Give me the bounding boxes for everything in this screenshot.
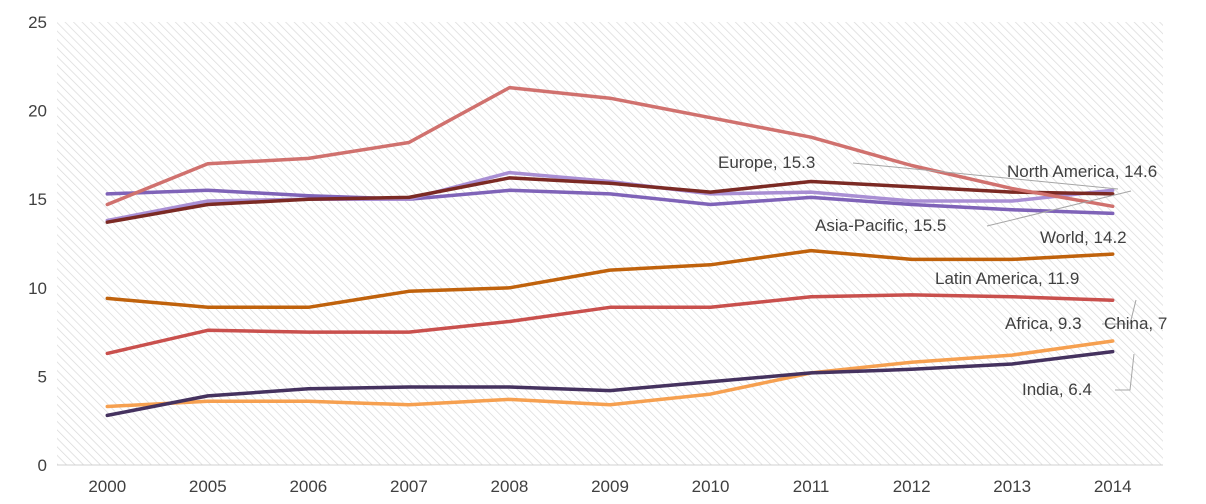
x-tick-label: 2007 — [390, 477, 428, 496]
leader-line-asia-pacific — [986, 190, 1132, 227]
x-tick-label: 2006 — [289, 477, 327, 496]
data-label-india: India, 6.4 — [1022, 380, 1092, 399]
x-tick-label: 2012 — [893, 477, 931, 496]
series-line-world — [105, 188, 1115, 216]
data-label-world: World, 14.2 — [1040, 228, 1127, 247]
series-line-india — [105, 349, 1115, 418]
x-axis: 2000 2005 2006 2007 2008 2009 2010 2011 2012 2013… — [88, 477, 1131, 496]
x-tick-label: 2011 — [793, 477, 830, 496]
data-label-latin-america: Latin America, 11.9 — [935, 269, 1079, 288]
series-line-africa — [105, 293, 1115, 356]
series-layer — [105, 85, 1115, 418]
y-tick-label: 5 — [38, 367, 47, 386]
data-label-europe: Europe, 15.3 — [718, 153, 815, 172]
x-tick-label: 2005 — [189, 477, 227, 496]
data-label-africa: Africa, 9.3 — [1005, 314, 1082, 333]
data-label-north-america: North America, 14.6 — [1007, 162, 1157, 181]
series-line-north-america — [105, 85, 1115, 209]
leader-line-europe — [852, 162, 1119, 190]
x-tick-label: 2013 — [993, 477, 1031, 496]
data-labels: North America, 14.6 Europe, 15.3 Asia-Paci… — [718, 153, 1167, 399]
leader-line-china — [1129, 299, 1137, 325]
series-line-europe — [105, 176, 1115, 224]
y-axis: 0 5 10 15 20 25 — [28, 13, 47, 475]
x-tick-label: 2009 — [591, 477, 629, 496]
y-tick-label: 0 — [38, 456, 47, 475]
series-line-latin-america — [105, 248, 1115, 310]
y-tick-label: 25 — [28, 13, 47, 32]
series-line-china — [105, 339, 1115, 409]
x-tick-label: 2010 — [692, 477, 730, 496]
y-tick-label: 20 — [28, 102, 47, 121]
x-tick-label: 2008 — [491, 477, 529, 496]
data-label-china: China, 7 — [1104, 314, 1167, 333]
x-tick-label: 2000 — [88, 477, 126, 496]
y-tick-label: 15 — [28, 190, 47, 209]
leader-line-india — [1115, 353, 1135, 391]
x-tick-label: 2014 — [1094, 477, 1132, 496]
plot-area — [57, 22, 1163, 465]
data-label-asia-pacific: Asia-Pacific, 15.5 — [815, 216, 946, 235]
y-tick-label: 10 — [28, 279, 47, 298]
leader-lines — [852, 162, 1137, 391]
